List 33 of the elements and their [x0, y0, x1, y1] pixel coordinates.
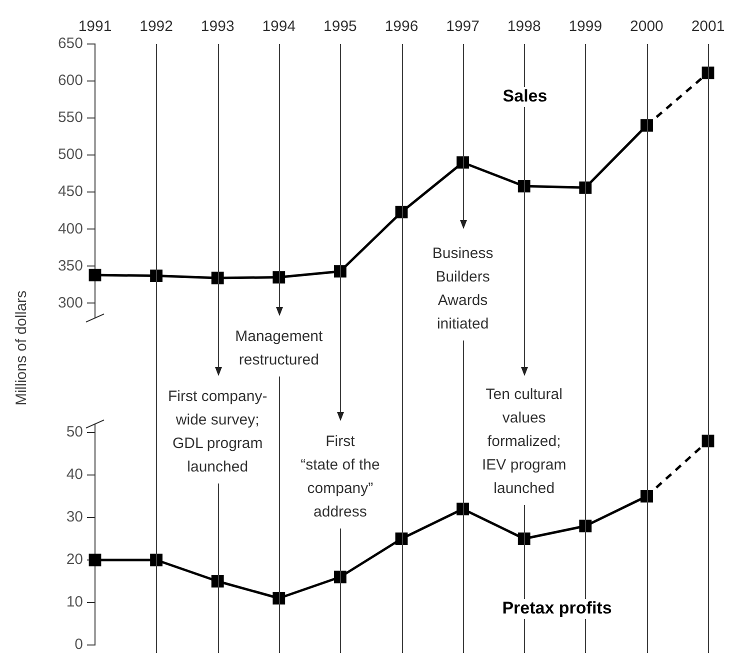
x-tick-label: 1995	[324, 18, 357, 36]
y-tick-label: 550	[58, 109, 83, 126]
y-tick-label: 40	[66, 466, 83, 484]
x-tick-label: 1997	[446, 18, 480, 36]
x-tick-label: 2001	[691, 18, 725, 36]
y-tick-label: 400	[58, 220, 83, 238]
x-tick-label: 2000	[630, 18, 664, 36]
text: Sales	[502, 86, 548, 106]
annotation: First company- wide survey; GDL program launched	[168, 388, 268, 476]
y-tick-label: 500	[58, 146, 83, 164]
y-tick-label: 450	[58, 183, 83, 200]
annotation: First “state of the company” address	[300, 433, 380, 521]
annotation: Ten cultural values formalized; IEV program launched	[482, 386, 566, 498]
y-tick-label: 10	[66, 594, 83, 611]
text: Management restructured	[235, 328, 324, 369]
x-tick-label: 1993	[200, 18, 234, 36]
y-tick-label: 50	[66, 424, 83, 441]
x-tick-label: 1994	[262, 18, 296, 36]
x-tick-label: 1999	[568, 18, 602, 36]
y-tick-label: 300	[58, 294, 83, 312]
x-tick-label: 1991	[78, 18, 112, 36]
x-tick-label: 1992	[140, 18, 173, 36]
y-tick-label: 600	[58, 72, 83, 90]
y-tick-label: 350	[58, 257, 83, 274]
annotation: Business Builders Awards initiated	[432, 245, 494, 333]
y-tick-label: 650	[58, 35, 83, 52]
y-tick-label: 0	[74, 636, 83, 654]
y-tick-label: 30	[66, 508, 83, 526]
x-tick-label: 1998	[507, 18, 541, 36]
y-axis-title: Millions of dollars	[13, 290, 30, 406]
x-tick-label: 1996	[384, 18, 418, 36]
y-tick-label: 20	[66, 551, 83, 568]
text: Pretax profits	[502, 598, 612, 618]
